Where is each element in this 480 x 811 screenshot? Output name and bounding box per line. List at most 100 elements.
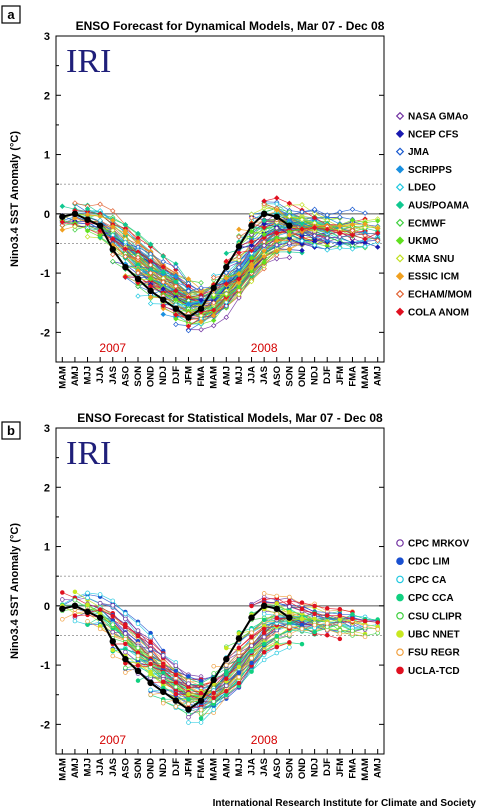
forecast-point: [198, 707, 204, 713]
forecast-point: [299, 209, 305, 215]
forecast-point: [173, 663, 179, 668]
x-tick-label: OND: [297, 758, 308, 779]
forecast-point: [135, 633, 141, 638]
forecast-point: [248, 215, 255, 221]
forecast-point: [299, 217, 305, 223]
forecast-point: [198, 318, 204, 325]
forecast-point: [160, 269, 166, 275]
x-tick-label: NDJ: [310, 366, 321, 385]
observed-point: [185, 314, 192, 321]
forecast-point: [186, 681, 191, 686]
forecast-point: [198, 280, 204, 286]
forecast-point: [123, 611, 128, 616]
x-tick-label: JAS: [108, 366, 119, 384]
forecast-point: [248, 247, 255, 254]
x-tick-label: FMA: [196, 758, 207, 779]
forecast-point: [148, 687, 153, 693]
x-tick-label: MJJ: [234, 366, 245, 384]
panel-tag-box: [1, 421, 21, 440]
legend-marker: [396, 611, 404, 620]
forecast-point: [287, 624, 292, 630]
forecast-point: [337, 245, 343, 251]
forecast-point: [249, 648, 254, 653]
forecast-point: [59, 203, 66, 209]
observed-point: [248, 222, 255, 229]
legend-marker: [395, 147, 405, 156]
forecast-point: [299, 241, 305, 247]
forecast-point: [110, 235, 116, 242]
forecast-point: [337, 631, 343, 636]
forecast-point: [211, 690, 216, 696]
x-tick-label: MJJ: [83, 366, 94, 384]
forecast-point: [236, 276, 242, 282]
x-tick-label: SON: [133, 758, 144, 779]
forecast-point: [261, 248, 267, 254]
forecast-point: [135, 678, 141, 683]
plot-frame: [55, 35, 385, 363]
forecast-point: [110, 622, 116, 627]
forecast-point: [135, 254, 141, 261]
forecast-point: [236, 257, 242, 263]
forecast-point: [362, 236, 368, 242]
legend-entry: ESSIC ICM: [408, 272, 459, 283]
legend-marker: [396, 593, 404, 602]
forecast-point: [236, 674, 242, 680]
x-tick-label: JFM: [183, 758, 194, 777]
forecast-point: [311, 232, 318, 239]
forecast-point: [312, 611, 317, 617]
forecast-point: [160, 670, 166, 676]
forecast-point: [274, 256, 280, 262]
observed-point: [71, 210, 79, 218]
forecast-point: [337, 230, 343, 236]
forecast-point: [160, 279, 166, 285]
forecast-point: [186, 701, 191, 707]
year-label: 2007: [99, 341, 126, 355]
forecast-point: [72, 227, 78, 233]
forecast-point: [261, 657, 267, 663]
forecast-point: [210, 300, 217, 306]
x-tick-label: MAM: [57, 366, 68, 389]
forecast-point: [362, 618, 368, 624]
forecast-point: [261, 217, 267, 224]
year-label: 2007: [99, 733, 126, 747]
forecast-point: [122, 230, 129, 236]
forecast-point: [173, 321, 179, 328]
forecast-point: [248, 268, 255, 274]
forecast-point: [211, 663, 216, 669]
forecast-point: [261, 198, 267, 204]
y-tick-label: -2: [40, 327, 50, 339]
forecast-point: [261, 224, 267, 231]
forecast-point: [236, 650, 242, 655]
observed-point: [210, 676, 217, 684]
forecast-point: [236, 284, 242, 290]
x-tick-label: MAM: [209, 366, 220, 389]
observed-point: [96, 222, 104, 229]
forecast-point: [299, 202, 305, 208]
forecast-point: [324, 247, 330, 253]
forecast-point: [374, 244, 381, 250]
forecast-point: [97, 201, 103, 207]
legend-entry: JMA: [408, 147, 429, 158]
forecast-point: [249, 603, 254, 609]
forecast-point: [249, 669, 254, 674]
forecast-point: [135, 279, 141, 286]
observed-point: [260, 210, 268, 218]
legend-marker: [395, 289, 405, 299]
forecast-point: [274, 615, 280, 621]
x-tick-label: JJA: [247, 366, 258, 384]
forecast-point: [299, 226, 305, 232]
forecast-point: [286, 246, 293, 253]
observed-point: [235, 635, 243, 642]
y-tick-label: 2: [44, 90, 50, 102]
forecast-point: [85, 602, 90, 607]
forecast-point: [185, 288, 192, 294]
legend-marker: [395, 254, 405, 263]
forecast-point: [261, 221, 267, 227]
forecast-point: [236, 291, 242, 298]
x-tick-label: DJF: [171, 366, 182, 384]
forecast-point: [349, 222, 356, 228]
forecast-point: [160, 253, 166, 260]
forecast-point: [236, 234, 242, 240]
observed-point: [197, 305, 205, 312]
forecast-point: [72, 200, 78, 206]
